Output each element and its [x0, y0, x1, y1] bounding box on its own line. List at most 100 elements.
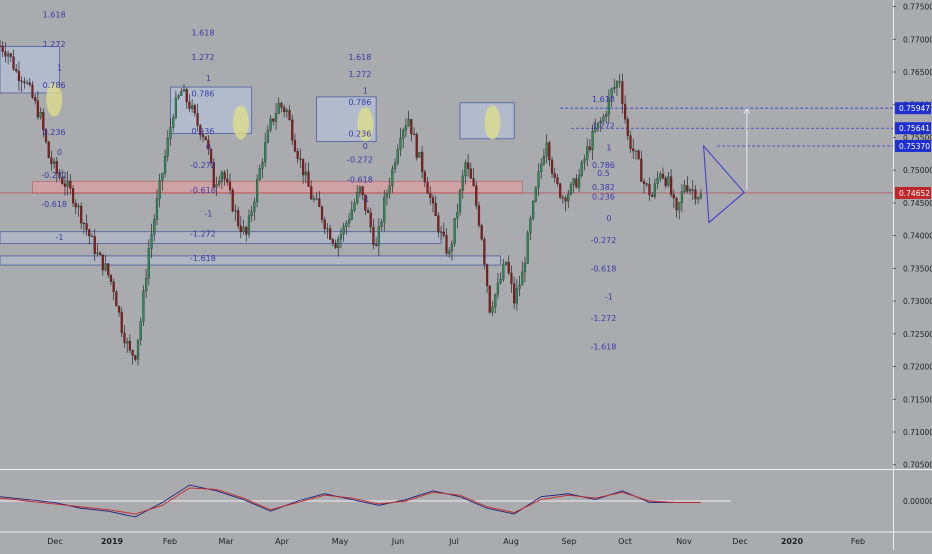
candle-body: [61, 177, 64, 184]
candle-body: [634, 150, 638, 152]
candle-body: [475, 185, 478, 206]
y-tick-label: 0.70500: [903, 461, 932, 470]
y-tick-label: 0.71500: [903, 395, 932, 404]
candle: [575, 174, 578, 189]
candle: [255, 174, 259, 208]
candle-body: [537, 171, 540, 188]
candle-body: [415, 134, 418, 158]
candle: [253, 197, 256, 221]
candle-body: [372, 226, 375, 245]
candle: [448, 247, 451, 258]
candle-body: [594, 128, 597, 132]
candle: [147, 239, 150, 286]
candle-body: [523, 263, 527, 273]
candle: [415, 132, 418, 161]
candle-body: [504, 261, 508, 265]
candle-body: [480, 225, 483, 240]
candle: [375, 236, 378, 247]
candle-body: [55, 161, 58, 174]
candle: [388, 177, 391, 200]
candle-body: [191, 105, 194, 109]
fib-label: -0.272: [347, 156, 373, 165]
candle: [683, 179, 686, 194]
candle: [299, 148, 302, 169]
fib-label: 1: [606, 143, 611, 152]
candle-body: [283, 107, 286, 112]
candle-body: [637, 150, 640, 160]
candle: [90, 233, 94, 238]
fib-label: 1.272: [348, 70, 371, 79]
candle: [201, 130, 205, 143]
candle: [651, 192, 654, 198]
candle-body: [559, 183, 562, 198]
price-label-box: [895, 102, 931, 115]
candle-body: [607, 97, 610, 115]
candle: [507, 255, 510, 275]
candle: [531, 200, 535, 221]
candle: [245, 225, 248, 242]
candle-body: [529, 218, 532, 234]
candle-body: [47, 141, 50, 158]
candle: [334, 239, 337, 249]
fib-label: -0.272: [190, 161, 216, 170]
candle-body: [624, 103, 627, 120]
arrow-head: [743, 107, 751, 114]
candle-body: [315, 198, 318, 200]
candle-body: [90, 235, 94, 238]
fib-label: -1: [605, 293, 613, 302]
candle: [131, 349, 134, 365]
candle-body: [258, 168, 261, 180]
candle-body: [569, 184, 573, 195]
candle-body: [410, 119, 413, 135]
candle: [412, 127, 416, 135]
candle-body: [101, 254, 104, 271]
candle-body: [580, 161, 583, 176]
candle-body: [339, 233, 343, 240]
candle-body: [442, 231, 445, 236]
highlight-circle: [484, 105, 501, 140]
candle: [437, 212, 440, 238]
candle: [502, 259, 505, 282]
candle-body: [7, 53, 10, 57]
candle: [115, 290, 118, 307]
candle: [7, 50, 10, 65]
highlight-circle: [46, 82, 63, 117]
candle-body: [245, 226, 248, 235]
x-tick-label: Dec: [47, 537, 62, 546]
lower-zone: [0, 255, 502, 266]
fib-label: 1.618: [592, 95, 615, 104]
candle: [128, 334, 131, 354]
candle: [99, 251, 102, 256]
candle: [85, 214, 88, 236]
candle: [599, 117, 602, 132]
candle: [318, 191, 321, 207]
candle-body: [404, 125, 408, 131]
candle: [586, 138, 589, 167]
candle: [626, 116, 629, 141]
fib-layer: 1.618 1.272 1 0.786 0.236 0 -0.272 -0.618 -1 1.61…: [41, 10, 616, 351]
x-tick-label: 2020: [781, 537, 804, 546]
candle: [472, 168, 475, 187]
candle: [491, 300, 494, 316]
candle: [423, 169, 426, 188]
price-label-box: [895, 186, 931, 199]
candle-body: [337, 238, 340, 248]
candle-body: [383, 196, 386, 223]
candle: [572, 177, 575, 194]
candle-body: [499, 279, 502, 284]
candle: [637, 149, 640, 161]
candle-body: [439, 231, 443, 233]
candle: [688, 187, 692, 195]
candle-body: [44, 129, 48, 142]
candle-body: [423, 171, 426, 183]
candle-body: [407, 119, 410, 127]
candle-body: [494, 294, 497, 308]
candle-body: [437, 215, 440, 233]
candle-body: [421, 151, 424, 173]
candle: [117, 305, 121, 317]
candle-body: [356, 192, 359, 204]
candle: [678, 201, 681, 220]
candle: [494, 293, 497, 314]
candle-body: [320, 206, 324, 220]
